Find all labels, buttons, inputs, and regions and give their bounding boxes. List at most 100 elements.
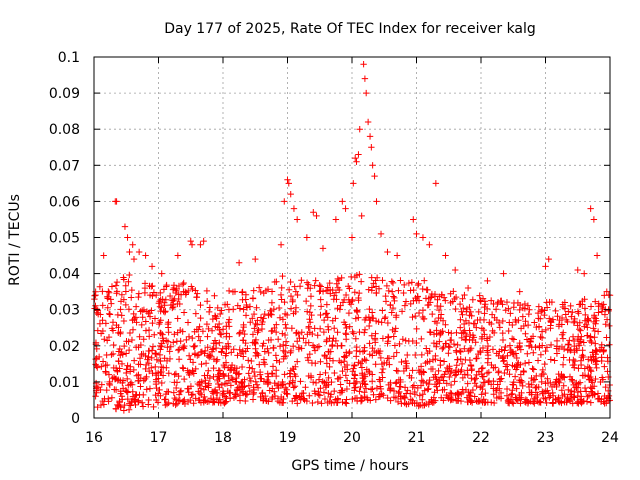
data-point xyxy=(127,379,135,386)
data-point xyxy=(570,337,578,345)
data-point xyxy=(499,336,507,344)
data-point xyxy=(208,327,216,334)
data-point xyxy=(495,352,502,359)
data-point xyxy=(323,287,330,294)
data-point xyxy=(577,327,584,334)
data-point xyxy=(229,288,237,296)
data-point xyxy=(580,397,587,405)
data-point xyxy=(142,365,149,373)
data-point xyxy=(541,360,548,368)
data-point xyxy=(404,351,411,359)
data-point xyxy=(272,367,280,374)
data-point xyxy=(124,234,131,241)
data-point xyxy=(603,288,610,295)
data-point xyxy=(163,388,171,395)
data-point xyxy=(575,365,582,372)
data-point xyxy=(469,386,477,394)
data-point xyxy=(216,384,223,391)
data-point xyxy=(565,341,572,349)
data-point xyxy=(137,308,144,315)
data-point xyxy=(268,327,275,335)
data-point xyxy=(250,390,257,398)
data-point xyxy=(256,361,263,368)
data-point xyxy=(215,367,222,374)
data-point xyxy=(161,308,169,316)
data-point xyxy=(191,342,199,350)
data-point xyxy=(460,304,467,312)
data-point xyxy=(590,313,598,321)
data-point xyxy=(546,315,553,322)
data-point xyxy=(359,357,366,365)
data-point xyxy=(587,399,595,406)
data-point xyxy=(180,365,187,372)
data-point xyxy=(530,349,537,356)
data-point xyxy=(528,374,535,382)
data-point xyxy=(331,387,338,395)
data-point xyxy=(442,368,450,375)
data-point xyxy=(202,379,209,387)
data-point xyxy=(96,283,104,290)
data-point xyxy=(114,367,121,374)
data-point xyxy=(355,314,362,321)
data-point xyxy=(353,343,360,351)
data-point xyxy=(575,310,582,317)
data-point xyxy=(192,365,199,373)
data-point xyxy=(398,400,405,407)
data-point xyxy=(323,360,331,367)
data-point xyxy=(287,367,295,374)
data-point xyxy=(574,266,581,274)
data-point xyxy=(377,354,385,362)
data-point xyxy=(315,343,323,350)
data-point xyxy=(101,335,108,343)
data-point xyxy=(219,326,227,333)
data-point xyxy=(464,380,471,387)
data-point xyxy=(568,313,575,320)
data-point xyxy=(475,308,482,316)
data-point xyxy=(338,342,345,349)
data-point xyxy=(303,397,311,405)
data-point xyxy=(467,345,475,352)
data-point xyxy=(157,289,164,297)
data-point xyxy=(126,368,134,375)
data-point xyxy=(506,371,513,378)
data-point xyxy=(230,394,238,402)
data-point xyxy=(170,297,177,304)
data-point xyxy=(593,364,600,372)
data-point xyxy=(259,389,266,397)
data-point xyxy=(220,390,227,397)
data-point xyxy=(379,374,386,381)
data-point xyxy=(136,391,143,398)
y-tick-label: 0.06 xyxy=(49,194,80,210)
data-point xyxy=(282,352,289,360)
data-point xyxy=(166,292,174,300)
data-point xyxy=(549,400,556,407)
data-point xyxy=(348,234,356,241)
data-point xyxy=(336,374,344,381)
data-point xyxy=(110,341,117,349)
data-point xyxy=(503,385,511,393)
data-point xyxy=(338,274,345,282)
data-point xyxy=(250,384,257,391)
data-point xyxy=(185,352,193,359)
data-point xyxy=(172,289,180,297)
data-point xyxy=(480,316,488,324)
data-point xyxy=(221,363,228,371)
data-point xyxy=(454,341,461,349)
data-point xyxy=(357,383,364,391)
data-point xyxy=(173,379,181,386)
y-tick-label: 0.03 xyxy=(49,303,80,319)
data-point xyxy=(434,378,441,386)
data-point xyxy=(279,272,286,280)
data-point xyxy=(297,378,304,385)
data-point xyxy=(535,323,543,331)
data-point xyxy=(442,321,449,328)
data-point xyxy=(106,310,113,317)
data-point xyxy=(211,292,218,299)
data-point xyxy=(361,381,369,388)
data-point xyxy=(291,383,299,390)
data-point xyxy=(445,350,452,357)
data-point xyxy=(99,358,107,365)
data-point xyxy=(290,384,297,391)
data-point xyxy=(448,336,455,344)
